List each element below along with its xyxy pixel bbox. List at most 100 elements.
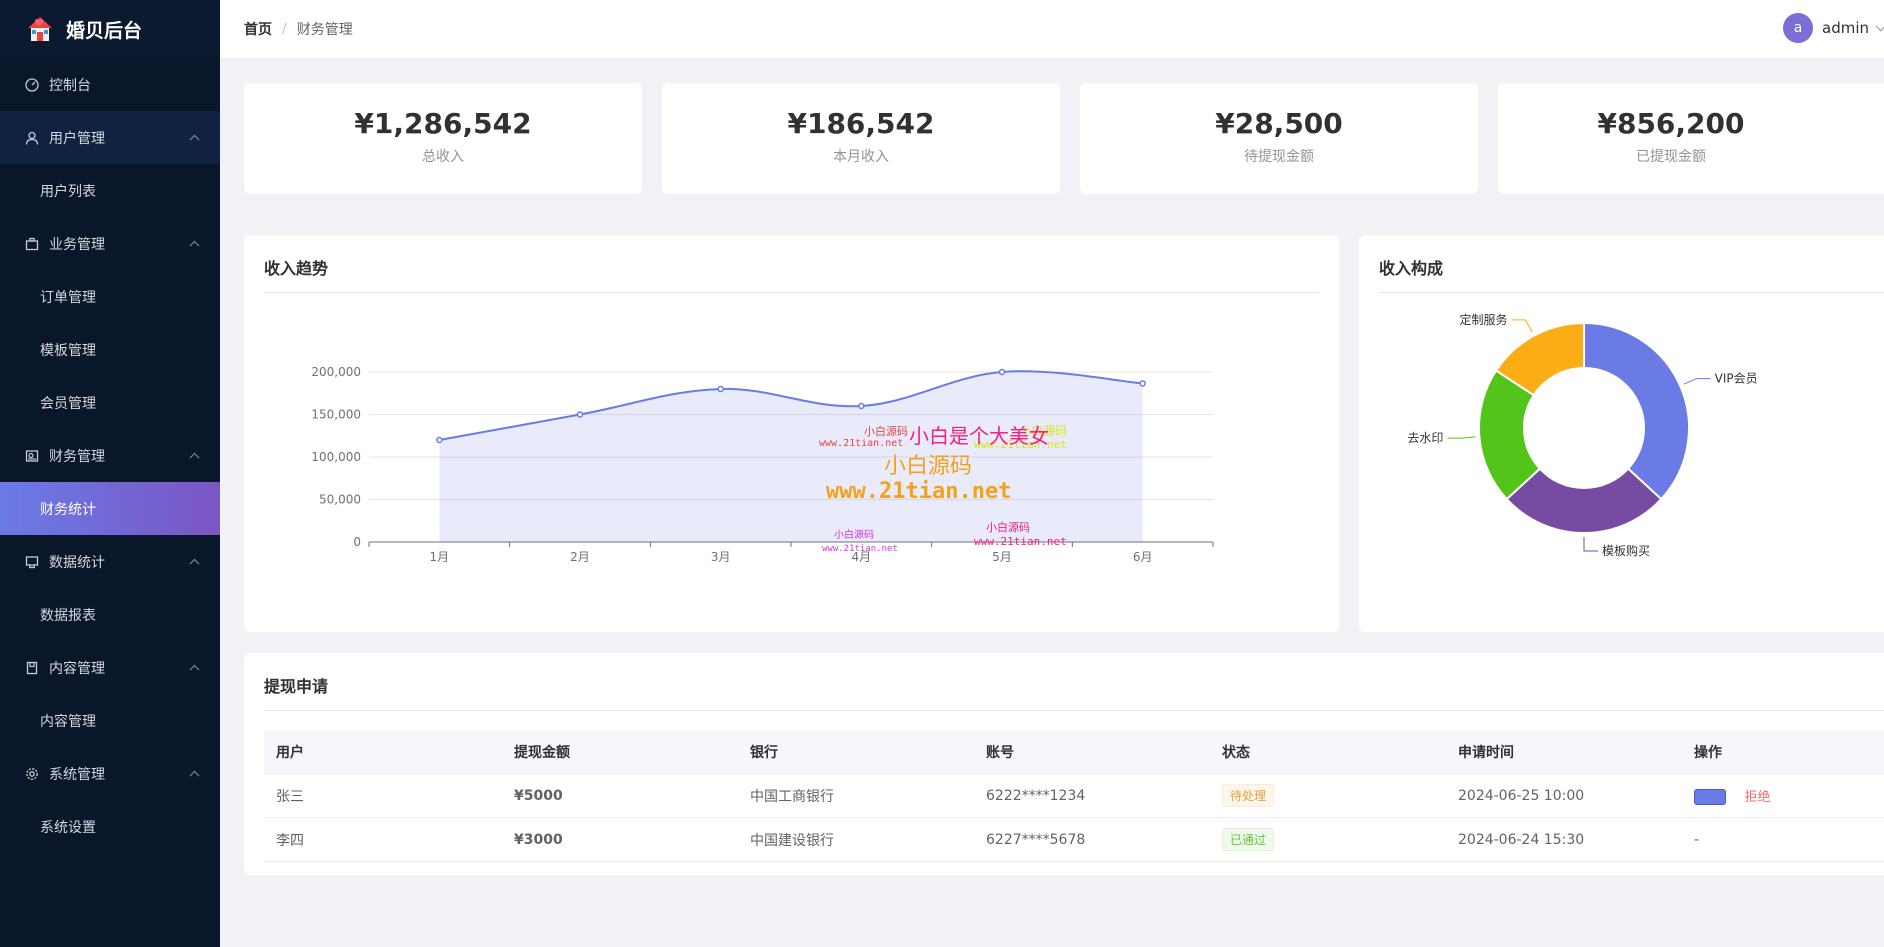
sidebar-subitem-content[interactable]: 内容管理: [40, 713, 96, 730]
x-tick-label: 5月: [992, 550, 1012, 564]
user-menu[interactable]: a admin: [1783, 13, 1884, 43]
house-logo-icon: [26, 15, 54, 43]
data-point[interactable]: [717, 385, 724, 393]
sidebar-subitem-members[interactable]: 会员管理: [40, 395, 96, 412]
sidebar-item-label: 内容管理: [49, 660, 105, 677]
sidebar-subitem-user-list[interactable]: 用户列表: [40, 183, 96, 200]
withdraw-table: 用户 提现金额 银行 账号 状态 申请时间 操作 张三 ¥5000 中国工商银行…: [264, 731, 1884, 862]
approve-button[interactable]: 通过: [1694, 789, 1726, 805]
watermark-text: www.21tian.net: [974, 535, 1067, 548]
x-tick-label: 6月: [1133, 550, 1153, 564]
cell-amount: ¥5000: [502, 773, 738, 818]
status-badge: 待处理: [1222, 784, 1275, 807]
column-header: 操作: [1682, 731, 1884, 774]
status-badge: 已通过: [1222, 828, 1275, 851]
sidebar-item-label: 数据统计: [49, 554, 105, 571]
finance-icon: [24, 448, 39, 463]
chevron-down-icon[interactable]: [1875, 20, 1884, 31]
sidebar-item-label: 系统管理: [49, 766, 105, 783]
cell-account: 6222****1234: [974, 773, 1210, 818]
label-line: [1447, 436, 1476, 439]
watermark-text: 小白源码: [834, 528, 874, 541]
watermark-text: 小白源码: [1019, 423, 1067, 438]
sidebar-item-content-management[interactable]: 内容管理: [0, 641, 220, 694]
data-point[interactable]: [998, 368, 1006, 376]
sidebar-item-label: 用户管理: [49, 130, 105, 147]
watermark-text: www.21tian.net: [974, 438, 1067, 451]
document-icon: [24, 660, 39, 675]
sidebar-subitem-system-settings[interactable]: 系统设置: [40, 819, 96, 836]
sidebar-item-dashboard[interactable]: 控制台: [0, 58, 220, 111]
table-row: 李四 ¥3000 中国建设银行 6227****5678 已通过 2024-06…: [264, 817, 1884, 862]
pie-slice[interactable]: [1505, 467, 1663, 534]
sidebar-subitem-data-report[interactable]: 数据报表: [40, 607, 96, 624]
chevron-up-icon: [189, 664, 200, 675]
stat-value: ¥186,542: [787, 107, 935, 140]
data-point[interactable]: [858, 402, 865, 410]
withdraw-requests-panel: 提现申请 用户 提现金额 银行 账号 状态 申请时间 操作 张三 ¥5000 中…: [244, 653, 1884, 875]
cell-time: 2024-06-24 15:30: [1446, 817, 1682, 862]
x-tick-label: 4月: [852, 550, 872, 564]
table-header-row: 用户 提现金额 银行 账号 状态 申请时间 操作: [264, 731, 1884, 774]
cell-bank: 中国工商银行: [738, 773, 974, 818]
sidebar-item-user-management[interactable]: 用户管理: [0, 111, 220, 164]
slice-label: 定制服务: [1459, 312, 1507, 327]
column-header: 用户: [264, 731, 502, 774]
stat-card-month-income: ¥186,542 本月收入: [662, 83, 1060, 194]
y-tick-label: 50,000: [319, 493, 361, 507]
panel-title: 收入趋势: [264, 259, 329, 278]
sidebar-subitem-orders[interactable]: 订单管理: [40, 289, 96, 306]
column-header: 状态: [1210, 731, 1446, 774]
cell-amount: ¥3000: [502, 817, 738, 862]
slice-label: VIP会员: [1715, 372, 1758, 386]
y-tick-label: 0: [353, 535, 361, 549]
avatar[interactable]: a: [1783, 13, 1813, 43]
divider: [264, 710, 1884, 711]
pie-slice[interactable]: [1583, 321, 1690, 501]
income-trend-panel: 收入趋势 1月 2月 3月 4月 5月 6月 0 50,000 100,000 150,000 2…: [244, 235, 1339, 632]
watermark-text: 小白源码: [986, 520, 1030, 534]
stat-value: ¥856,200: [1597, 107, 1745, 140]
cell-time: 2024-06-25 10:00: [1446, 773, 1682, 818]
data-point[interactable]: [436, 436, 443, 444]
sidebar-item-business-management[interactable]: 业务管理: [0, 217, 220, 270]
breadcrumb-separator: /: [282, 21, 287, 37]
slice-label: 去水印: [1407, 431, 1443, 445]
income-trend-chart: 1月 2月 3月 4月 5月 6月 0 50,000 100,000 150,000 200,00…: [311, 365, 1214, 564]
panel-title: 收入构成: [1379, 259, 1444, 278]
y-tick-label: 100,000: [311, 450, 361, 464]
reject-button[interactable]: 拒绝: [1744, 790, 1771, 805]
cell-actions: 通过 拒绝: [1682, 773, 1884, 818]
stat-value: ¥28,500: [1215, 107, 1343, 140]
sidebar-subitem-finance-stats[interactable]: 财务统计: [0, 482, 220, 535]
stat-card-pending-withdraw: ¥28,500 待提现金额: [1080, 83, 1478, 194]
sidebar-item-system-management[interactable]: 系统管理: [0, 747, 220, 800]
logo[interactable]: 婚贝后台: [0, 0, 220, 58]
breadcrumb-current: 财务管理: [296, 22, 353, 38]
sidebar-subitem-templates[interactable]: 模板管理: [40, 342, 96, 359]
cell-status: 已通过: [1210, 817, 1446, 862]
monitor-icon: [24, 554, 39, 569]
sidebar-item-data-statistics[interactable]: 数据统计: [0, 535, 220, 588]
watermark-text: 小白源码: [864, 424, 908, 438]
gear-icon: [24, 766, 39, 781]
sidebar-item-label: 业务管理: [49, 236, 105, 253]
x-tick-label: 2月: [570, 550, 590, 564]
sidebar-item-finance-management[interactable]: 财务管理: [0, 429, 220, 482]
watermark-text: www.21tian.net: [822, 544, 898, 554]
chevron-up-icon: [189, 770, 200, 781]
divider: [1379, 292, 1884, 293]
cell-actions: -: [1682, 817, 1884, 862]
data-point[interactable]: [576, 411, 584, 418]
breadcrumb: 首页 / 财务管理: [244, 19, 353, 39]
sidebar: 婚贝后台 控制台 用户管理 用户列表 业务管理 订单管理 模板管理 会员管理 财…: [0, 0, 220, 947]
y-tick-label: 150,000: [311, 408, 361, 422]
data-point[interactable]: [1139, 380, 1146, 387]
breadcrumb-home[interactable]: 首页: [244, 22, 272, 38]
cell-user: 李四: [264, 817, 502, 862]
stat-label: 待提现金额: [1244, 149, 1314, 165]
pie-slice[interactable]: [1494, 321, 1585, 397]
watermark-title: 小白源码: [884, 454, 972, 479]
series-line: [439, 370, 1143, 441]
username[interactable]: admin: [1822, 19, 1869, 37]
